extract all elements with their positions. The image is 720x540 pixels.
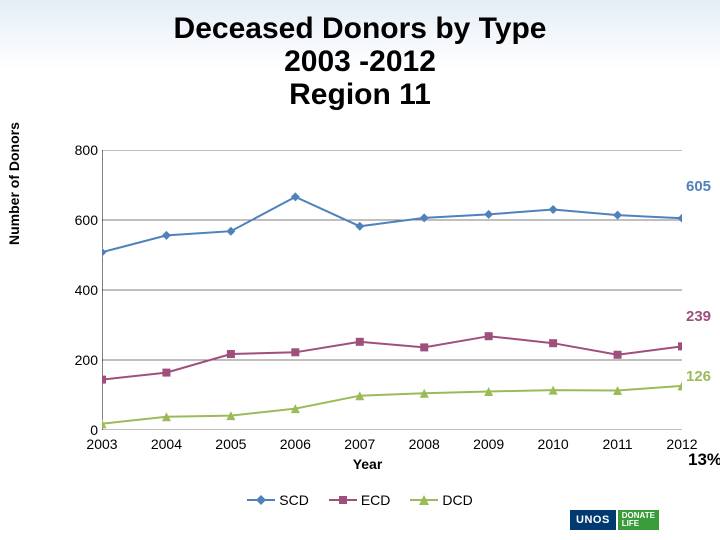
- logo: UNOS DONATELIFE: [570, 506, 710, 534]
- y-tick: 600: [62, 212, 98, 228]
- legend-label: DCD: [442, 492, 472, 508]
- x-tick: 2006: [280, 436, 311, 452]
- title-line-3: Region 11: [0, 78, 720, 111]
- x-tick: 2009: [473, 436, 504, 452]
- x-tick: 2007: [344, 436, 375, 452]
- x-tick: 2004: [151, 436, 182, 452]
- x-axis-label: Year: [40, 456, 695, 472]
- legend-item: SCD: [247, 492, 309, 508]
- legend-label: SCD: [279, 492, 309, 508]
- x-tick: 2005: [215, 436, 246, 452]
- x-tick: 2010: [538, 436, 569, 452]
- x-tick: 2011: [602, 436, 632, 452]
- y-tick: 800: [62, 142, 98, 158]
- chart-svg: [102, 150, 682, 430]
- x-tick: 2008: [409, 436, 440, 452]
- y-tick: 200: [62, 352, 98, 368]
- data-label: 239: [686, 308, 711, 325]
- legend-label: ECD: [361, 492, 391, 508]
- plot-area: [102, 150, 682, 430]
- logo-donate: DONATELIFE: [618, 510, 659, 530]
- page-title: Deceased Donors by Type 2003 -2012 Regio…: [0, 12, 720, 111]
- x-tick: 2003: [86, 436, 117, 452]
- data-label: 126: [686, 368, 711, 385]
- title-line-2: 2003 -2012: [0, 45, 720, 78]
- x-tick: 2012: [666, 436, 697, 452]
- logo-unos: UNOS: [570, 510, 616, 530]
- title-line-1: Deceased Donors by Type: [0, 12, 720, 45]
- y-tick: 400: [62, 282, 98, 298]
- data-label: 605: [686, 178, 711, 195]
- legend-item: DCD: [410, 492, 472, 508]
- legend-item: ECD: [329, 492, 391, 508]
- y-axis-label: Number of Donors: [6, 122, 22, 245]
- chart-container: Number of Donors 0200400600800 200320042…: [40, 150, 695, 480]
